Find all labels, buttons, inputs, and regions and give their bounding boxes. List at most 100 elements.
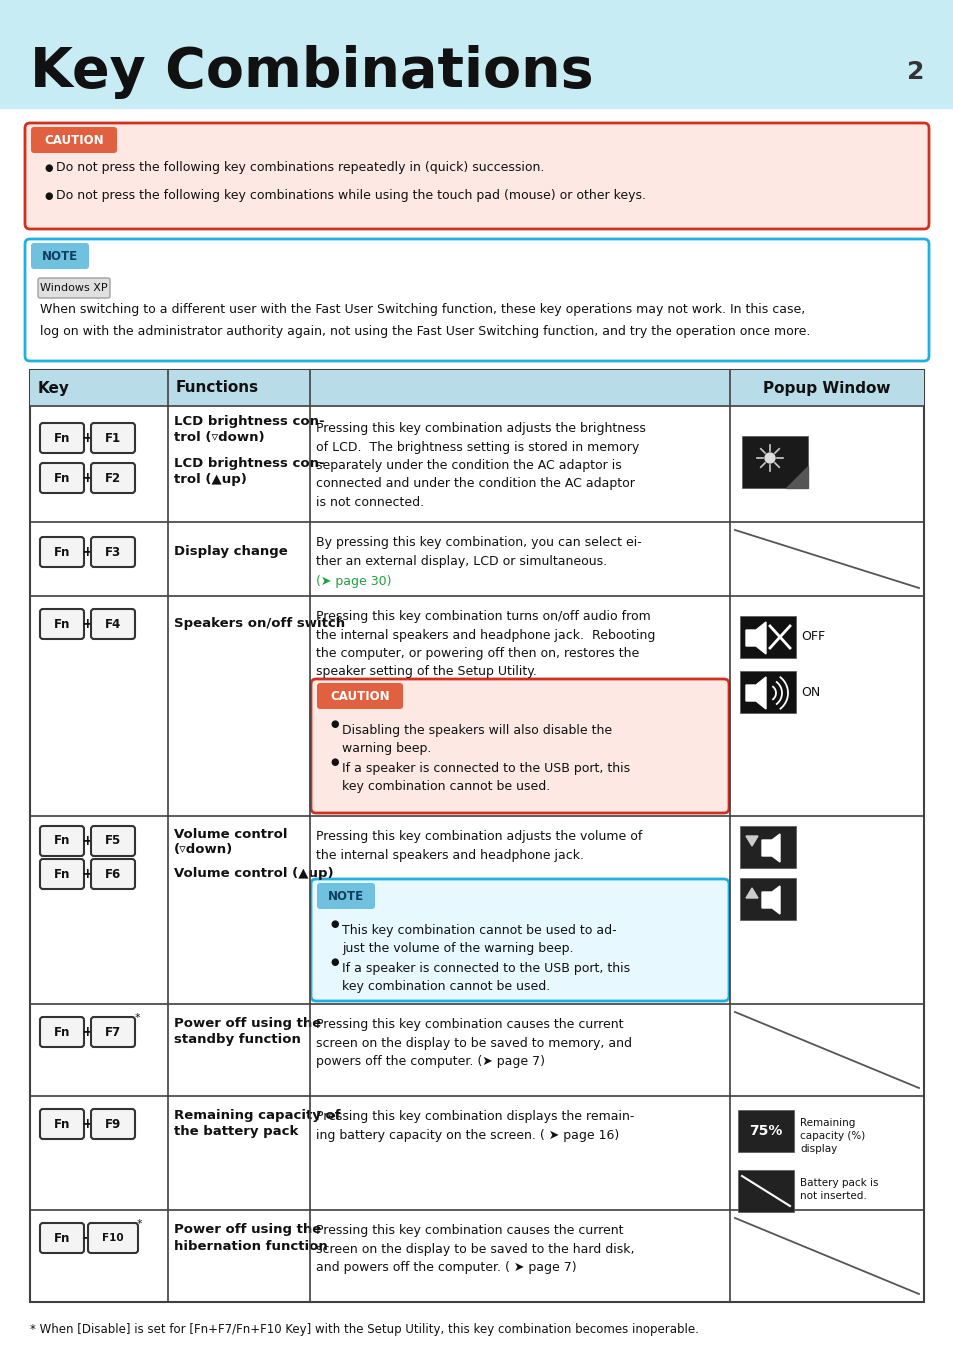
FancyBboxPatch shape <box>316 684 402 709</box>
Text: Volume control: Volume control <box>173 828 287 840</box>
Text: ●: ● <box>330 957 338 967</box>
Text: Fn: Fn <box>53 1025 71 1039</box>
FancyBboxPatch shape <box>40 1017 84 1047</box>
FancyBboxPatch shape <box>91 423 135 453</box>
Text: Pressing this key combination causes the current
screen on the display to be sav: Pressing this key combination causes the… <box>315 1019 631 1069</box>
Text: If a speaker is connected to the USB port, this
key combination cannot be used.: If a speaker is connected to the USB por… <box>341 762 630 793</box>
FancyBboxPatch shape <box>91 859 135 889</box>
Text: F6: F6 <box>105 867 121 881</box>
FancyBboxPatch shape <box>316 884 375 909</box>
Polygon shape <box>761 834 780 862</box>
Text: Do not press the following key combinations while using the touch pad (mouse) or: Do not press the following key combinati… <box>56 189 645 203</box>
Text: Fn: Fn <box>53 835 71 847</box>
Text: +: + <box>81 867 92 881</box>
Text: Battery pack is
not inserted.: Battery pack is not inserted. <box>800 1178 878 1201</box>
Polygon shape <box>761 886 780 915</box>
Text: 2: 2 <box>905 59 923 84</box>
FancyBboxPatch shape <box>91 825 135 857</box>
Text: LCD brightness con-: LCD brightness con- <box>173 416 324 428</box>
FancyBboxPatch shape <box>40 859 84 889</box>
Text: Fn: Fn <box>53 471 71 485</box>
Text: Key Combinations: Key Combinations <box>30 45 593 99</box>
Polygon shape <box>745 677 765 709</box>
FancyBboxPatch shape <box>40 1223 84 1252</box>
Text: LCD brightness con-: LCD brightness con- <box>173 458 324 470</box>
Polygon shape <box>785 466 807 488</box>
Text: NOTE: NOTE <box>42 250 78 262</box>
Text: F2: F2 <box>105 471 121 485</box>
Text: When switching to a different user with the Fast User Switching function, these : When switching to a different user with … <box>40 304 804 316</box>
Text: the battery pack: the battery pack <box>173 1125 298 1139</box>
Text: Pressing this key combination adjusts the brightness
of LCD.  The brightness set: Pressing this key combination adjusts th… <box>315 422 645 509</box>
Text: CAUTION: CAUTION <box>44 134 104 146</box>
Text: ON: ON <box>801 685 820 698</box>
FancyBboxPatch shape <box>25 123 928 230</box>
Bar <box>740 878 795 920</box>
Text: F10: F10 <box>102 1233 124 1243</box>
Text: Fn: Fn <box>53 1232 71 1244</box>
Text: Power off using the: Power off using the <box>173 1017 321 1031</box>
Bar <box>738 1170 793 1212</box>
Text: Display change: Display change <box>173 546 288 558</box>
Text: Windows XP: Windows XP <box>40 282 108 293</box>
Text: +: + <box>81 471 92 485</box>
Bar <box>740 671 795 713</box>
Text: Fn: Fn <box>53 867 71 881</box>
Text: F9: F9 <box>105 1117 121 1131</box>
Text: F7: F7 <box>105 1025 121 1039</box>
Text: Power off using the: Power off using the <box>173 1224 321 1236</box>
Bar <box>740 825 795 867</box>
Text: *: * <box>135 1013 140 1023</box>
FancyBboxPatch shape <box>91 1017 135 1047</box>
Text: (➤ page 30): (➤ page 30) <box>315 576 391 589</box>
Polygon shape <box>745 621 765 654</box>
Text: ●: ● <box>44 163 52 173</box>
Text: CAUTION: CAUTION <box>330 689 390 703</box>
Text: ●: ● <box>44 190 52 201</box>
FancyBboxPatch shape <box>38 278 110 299</box>
FancyBboxPatch shape <box>91 1109 135 1139</box>
Text: log on with the administrator authority again, not using the Fast User Switching: log on with the administrator authority … <box>40 326 809 339</box>
Text: This key combination cannot be used to ad-
just the volume of the warning beep.: This key combination cannot be used to a… <box>341 924 616 955</box>
Bar <box>741 436 807 488</box>
FancyBboxPatch shape <box>91 463 135 493</box>
FancyBboxPatch shape <box>91 609 135 639</box>
FancyBboxPatch shape <box>91 536 135 567</box>
FancyBboxPatch shape <box>311 880 728 1001</box>
Text: Pressing this key combination adjusts the volume of
the internal speakers and he: Pressing this key combination adjusts th… <box>315 830 641 862</box>
Text: +: + <box>81 617 92 631</box>
FancyBboxPatch shape <box>30 243 89 269</box>
FancyBboxPatch shape <box>40 463 84 493</box>
FancyBboxPatch shape <box>25 239 928 361</box>
Circle shape <box>764 453 774 463</box>
Text: By pressing this key combination, you can select ei-
ther an external display, L: By pressing this key combination, you ca… <box>315 536 641 567</box>
Text: Remaining capacity of: Remaining capacity of <box>173 1109 340 1123</box>
Text: Fn: Fn <box>53 1117 71 1131</box>
Text: (▿down): (▿down) <box>173 843 233 857</box>
Text: If a speaker is connected to the USB port, this
key combination cannot be used.: If a speaker is connected to the USB por… <box>341 962 630 993</box>
Text: F5: F5 <box>105 835 121 847</box>
Text: F1: F1 <box>105 431 121 444</box>
Text: Volume control (▲up): Volume control (▲up) <box>173 867 334 881</box>
Text: Disabling the speakers will also disable the
warning beep.: Disabling the speakers will also disable… <box>341 724 612 755</box>
Bar <box>738 1111 793 1152</box>
Text: NOTE: NOTE <box>328 889 364 902</box>
Polygon shape <box>745 836 758 846</box>
Bar <box>30 370 923 1302</box>
Text: Pressing this key combination causes the current
screen on the display to be sav: Pressing this key combination causes the… <box>315 1224 634 1274</box>
Text: OFF: OFF <box>801 631 824 643</box>
Text: Remaining
capacity (%)
display: Remaining capacity (%) display <box>800 1119 864 1154</box>
Text: 75%: 75% <box>748 1124 781 1138</box>
Text: Do not press the following key combinations repeatedly in (quick) succession.: Do not press the following key combinati… <box>56 162 544 174</box>
FancyBboxPatch shape <box>30 127 117 153</box>
Text: hibernation function: hibernation function <box>173 1239 328 1252</box>
Text: trol (▿down): trol (▿down) <box>173 431 264 444</box>
Text: Key: Key <box>38 381 70 396</box>
Text: Fn: Fn <box>53 431 71 444</box>
Text: Pressing this key combination displays the remain-
ing battery capacity on the s: Pressing this key combination displays t… <box>315 1111 634 1142</box>
Bar <box>30 370 923 407</box>
FancyBboxPatch shape <box>311 680 728 813</box>
Bar <box>0 0 953 108</box>
FancyBboxPatch shape <box>40 609 84 639</box>
Text: trol (▲up): trol (▲up) <box>173 473 247 486</box>
